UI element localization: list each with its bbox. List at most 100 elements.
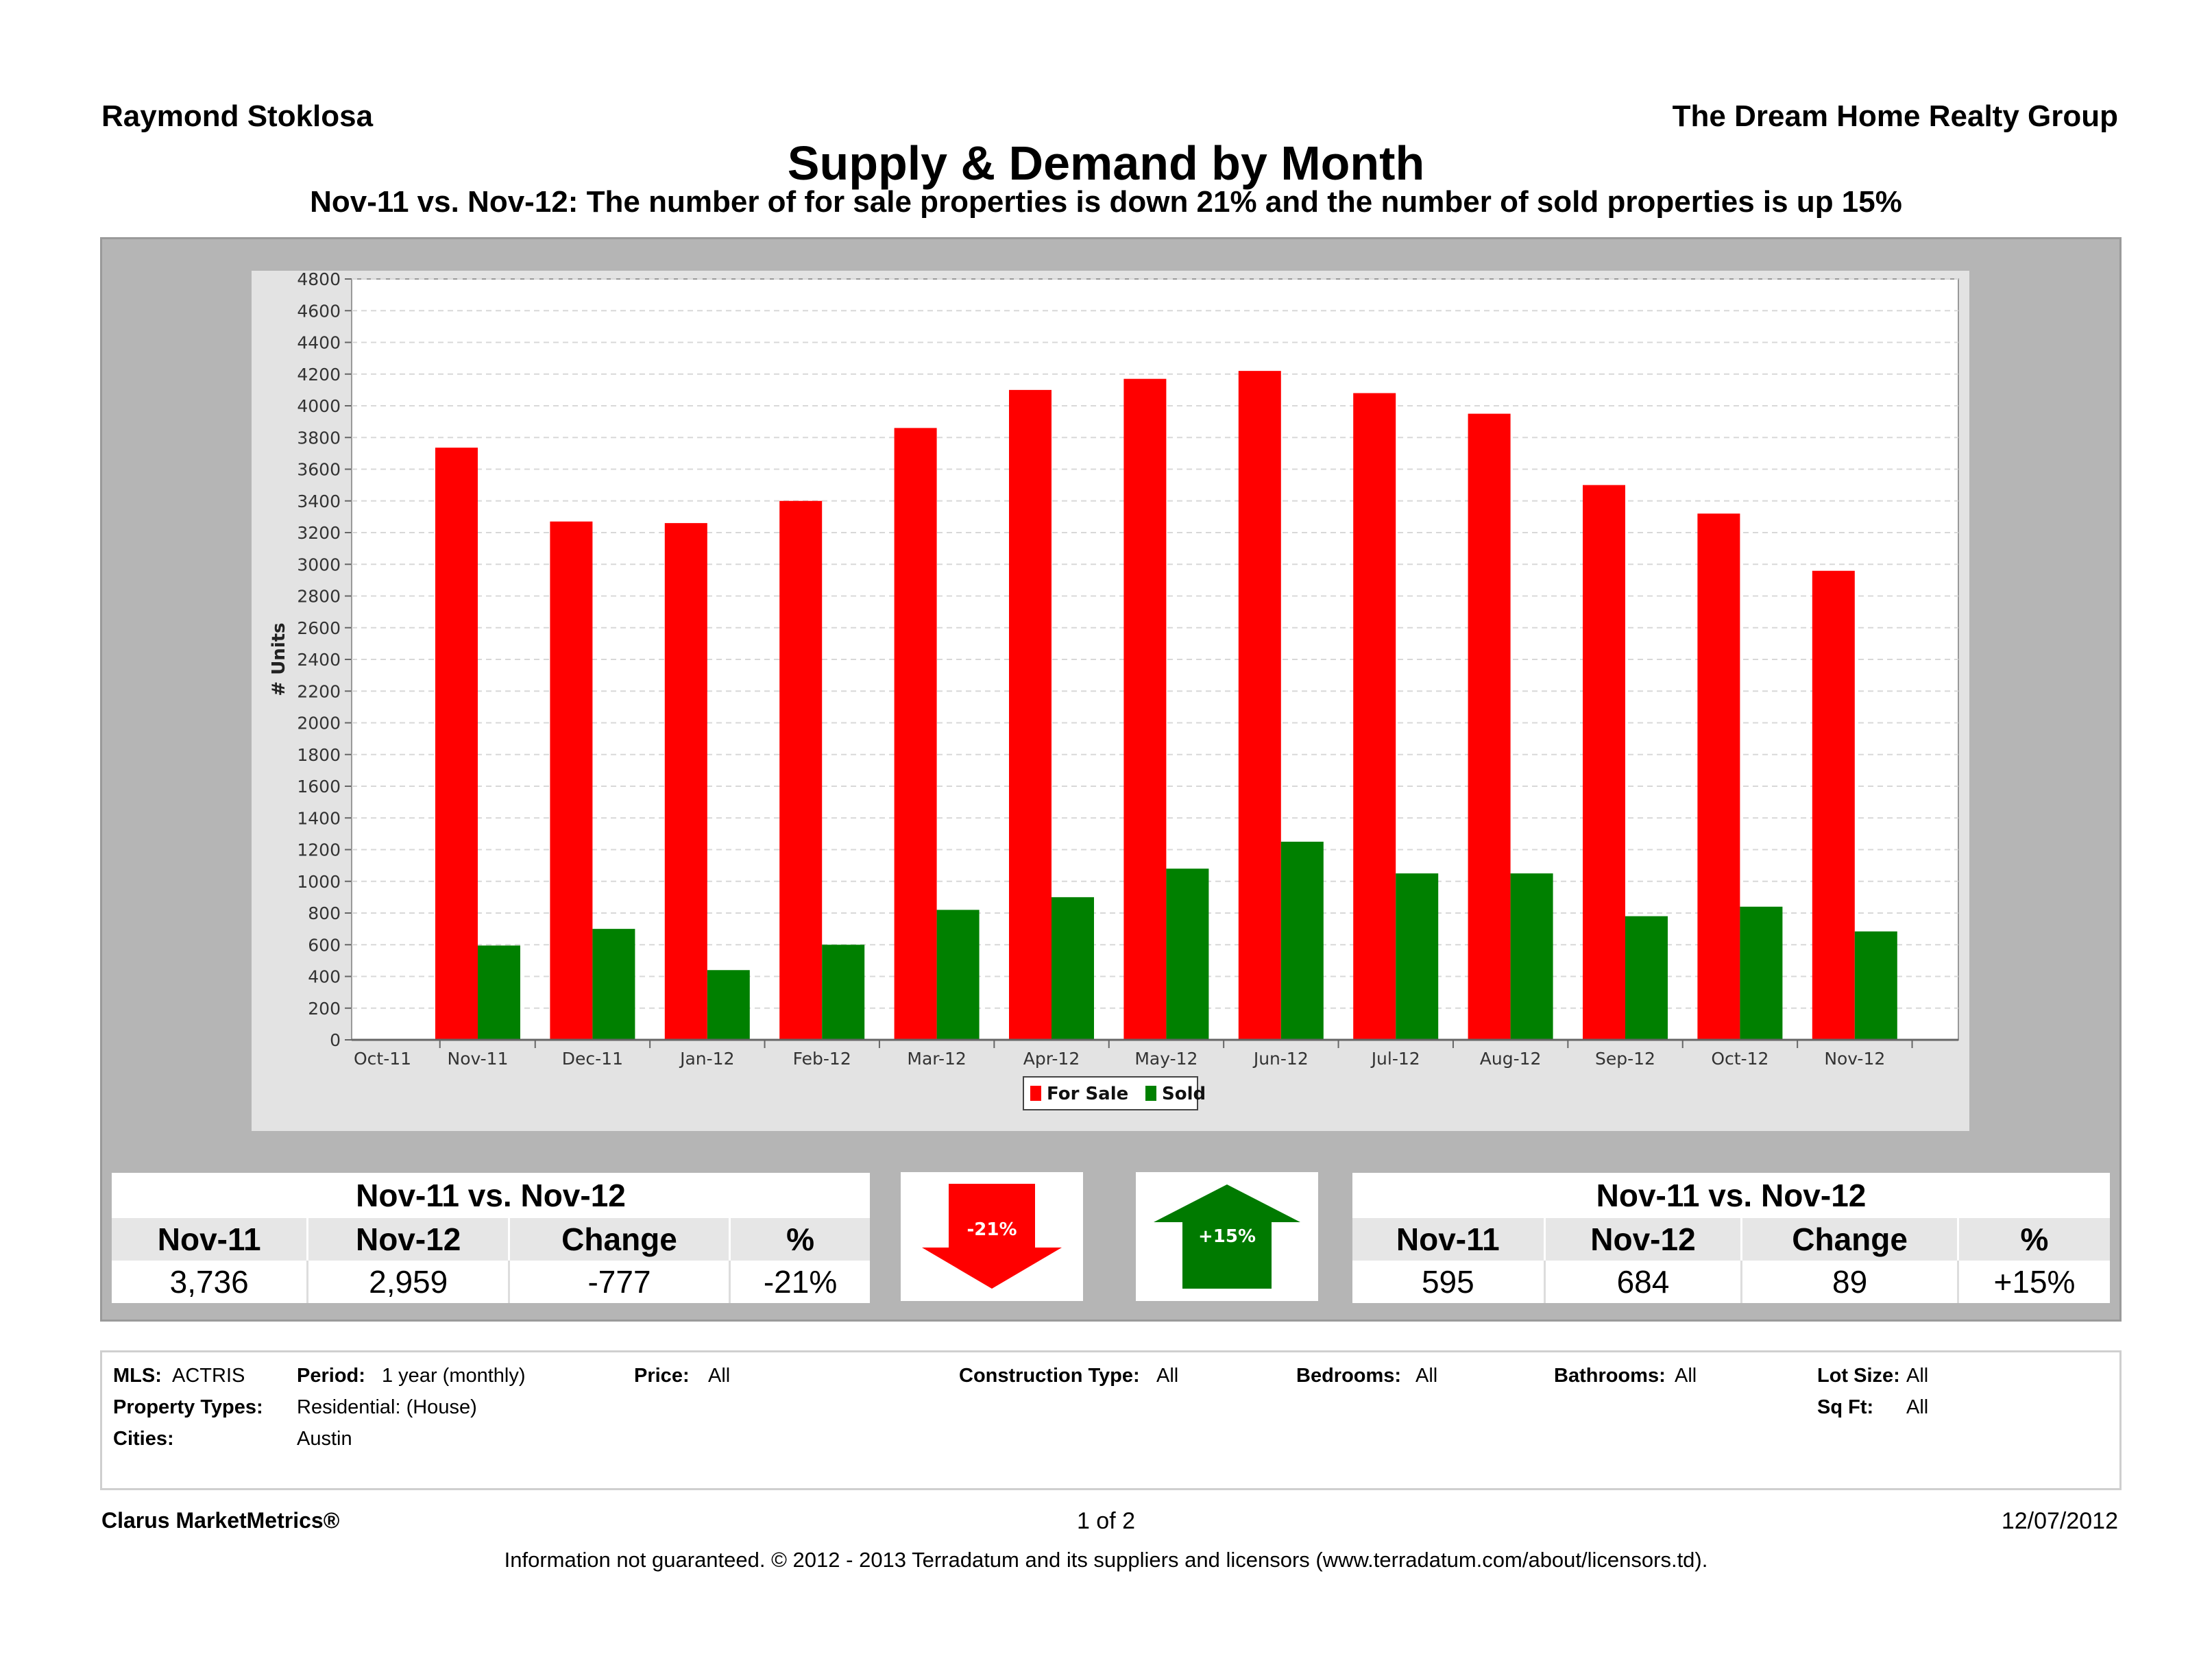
y-tick-label: 0	[330, 1030, 341, 1050]
bar-sold	[936, 910, 980, 1040]
cities-value: Austin	[297, 1428, 352, 1450]
bathrooms-label: Bathrooms:	[1554, 1365, 1666, 1387]
legend-label: For Sale	[1047, 1084, 1128, 1104]
value-cell: +15%	[1993, 1264, 2076, 1300]
x-tick-label: Jan-12	[679, 1049, 734, 1069]
bar-sold	[707, 970, 750, 1040]
bar-for-sale	[894, 428, 937, 1040]
report-subtitle: Nov-11 vs. Nov-12: The number of for sal…	[310, 185, 1902, 219]
mls-value: ACTRIS	[172, 1365, 245, 1387]
down-arrow-label: -21%	[967, 1219, 1017, 1240]
up-arrow-box: +15%	[1136, 1172, 1318, 1301]
y-tick-label: 3400	[297, 491, 341, 511]
report-title: Supply & Demand by Month	[787, 136, 1425, 190]
col-header: Nov-12	[307, 1218, 510, 1261]
bar-sold	[1510, 873, 1553, 1040]
col-header: Nov-11	[112, 1218, 309, 1261]
proptype-value: Residential: (House)	[297, 1396, 477, 1418]
legend-swatch	[1030, 1086, 1041, 1101]
x-tick-label: Feb-12	[793, 1049, 851, 1069]
y-tick-label: 2400	[297, 650, 341, 670]
for-sale-summary-table: Nov-11 vs. Nov-12 Nov-11 Nov-12 Change %…	[112, 1173, 870, 1303]
construction-value: All	[1156, 1365, 1179, 1387]
x-tick-label: Nov-11	[448, 1049, 509, 1069]
bar-for-sale	[1697, 513, 1740, 1040]
y-tick-label: 1200	[297, 840, 341, 860]
bar-sold	[1280, 841, 1324, 1040]
x-tick-label: Apr-12	[1023, 1049, 1080, 1069]
mls-label: MLS:	[113, 1365, 162, 1387]
price-label: Price:	[634, 1365, 690, 1387]
bar-sold	[592, 929, 635, 1040]
y-axis-label: # Units	[269, 622, 289, 696]
sqft-label: Sq Ft:	[1817, 1396, 1874, 1418]
x-tick-label: May-12	[1134, 1049, 1198, 1069]
value-cell: 3,736	[112, 1261, 309, 1303]
y-tick-label: 400	[308, 967, 341, 987]
y-tick-label: 1800	[297, 745, 341, 765]
bar-sold	[1625, 916, 1668, 1040]
value-cell: -21%	[763, 1264, 838, 1300]
y-tick-label: 1000	[297, 872, 341, 892]
bar-sold	[1166, 868, 1209, 1040]
company-name: The Dream Home Realty Group	[1672, 99, 2118, 133]
price-value: All	[708, 1365, 731, 1387]
summary-title: Nov-11 vs. Nov-12	[1596, 1178, 1867, 1213]
y-tick-label: 3200	[297, 523, 341, 543]
bar-for-sale	[1123, 378, 1167, 1040]
bar-sold	[1052, 897, 1094, 1040]
legend-box	[1023, 1076, 1198, 1110]
y-tick-label: 1600	[297, 777, 341, 797]
y-tick-label: 4200	[297, 365, 341, 385]
chart-container: 0 200 400 600 800 1000 1200 1400 1600 1800 2000 220…	[252, 269, 1969, 1131]
value-cell: 684	[1544, 1261, 1743, 1303]
value-cell: 2,959	[307, 1261, 510, 1303]
y-tick-label: 2000	[297, 714, 341, 733]
criteria-box: MLS: ACTRIS Period: 1 year (monthly) Pri…	[100, 1350, 2122, 1490]
bar-for-sale	[1468, 413, 1511, 1040]
y-tick-label: 200	[308, 999, 341, 1019]
value-cell: -777	[509, 1261, 731, 1303]
page-number: 1 of 2	[1076, 1508, 1136, 1534]
bedrooms-value: All	[1415, 1365, 1438, 1387]
col-header: Nov-11	[1352, 1218, 1546, 1261]
bar-for-sale	[1812, 570, 1855, 1040]
x-tick-label: Nov-12	[1824, 1049, 1885, 1069]
bar-for-sale	[1353, 393, 1396, 1040]
legend-swatch	[1145, 1086, 1156, 1101]
lotsize-value: All	[1906, 1365, 1929, 1387]
up-arrow-label: +15%	[1198, 1226, 1256, 1247]
y-tick-label: 3000	[297, 555, 341, 574]
cities-label: Cities:	[113, 1428, 174, 1450]
y-tick-label: 4800	[297, 271, 341, 289]
construction-label: Construction Type:	[959, 1365, 1140, 1387]
agent-name: Raymond Stoklosa	[101, 99, 374, 133]
bar-for-sale	[1009, 389, 1052, 1040]
lotsize-label: Lot Size:	[1817, 1365, 1900, 1387]
bar-for-sale	[1238, 371, 1281, 1040]
period-label: Period:	[297, 1365, 365, 1387]
summary-title: Nov-11 vs. Nov-12	[356, 1178, 626, 1213]
bar-chart: 0 200 400 600 800 1000 1200 1400 1600 1800 2000 220…	[269, 269, 1959, 1110]
bar-for-sale	[550, 521, 593, 1040]
y-tick-label: 2200	[297, 681, 341, 701]
sold-summary-table: Nov-11 vs. Nov-12 Nov-11 Nov-12 Change %…	[1352, 1173, 2110, 1303]
y-tick-label: 4400	[297, 333, 341, 353]
x-tick-label: Mar-12	[907, 1049, 966, 1069]
x-tick-label: Sep-12	[1595, 1049, 1655, 1069]
report-date: 12/07/2012	[2001, 1508, 2118, 1534]
bar-for-sale	[664, 523, 707, 1040]
y-tick-label: 3800	[297, 428, 341, 448]
y-tick-label: 2800	[297, 587, 341, 607]
x-tick-label: Oct-12	[1711, 1049, 1769, 1069]
bar-sold	[1854, 931, 1897, 1040]
bathrooms-value: All	[1675, 1365, 1697, 1387]
disclaimer: Information not guaranteed. © 2012 - 201…	[504, 1548, 1708, 1572]
bar-sold	[822, 945, 865, 1040]
bar-for-sale	[779, 500, 823, 1040]
x-tick-label: Dec-11	[562, 1049, 623, 1069]
bedrooms-label: Bedrooms:	[1296, 1365, 1402, 1387]
x-tick-label: Aug-12	[1480, 1049, 1542, 1069]
down-arrow-box: -21%	[901, 1172, 1083, 1301]
x-tick-label: Jun-12	[1252, 1049, 1309, 1069]
